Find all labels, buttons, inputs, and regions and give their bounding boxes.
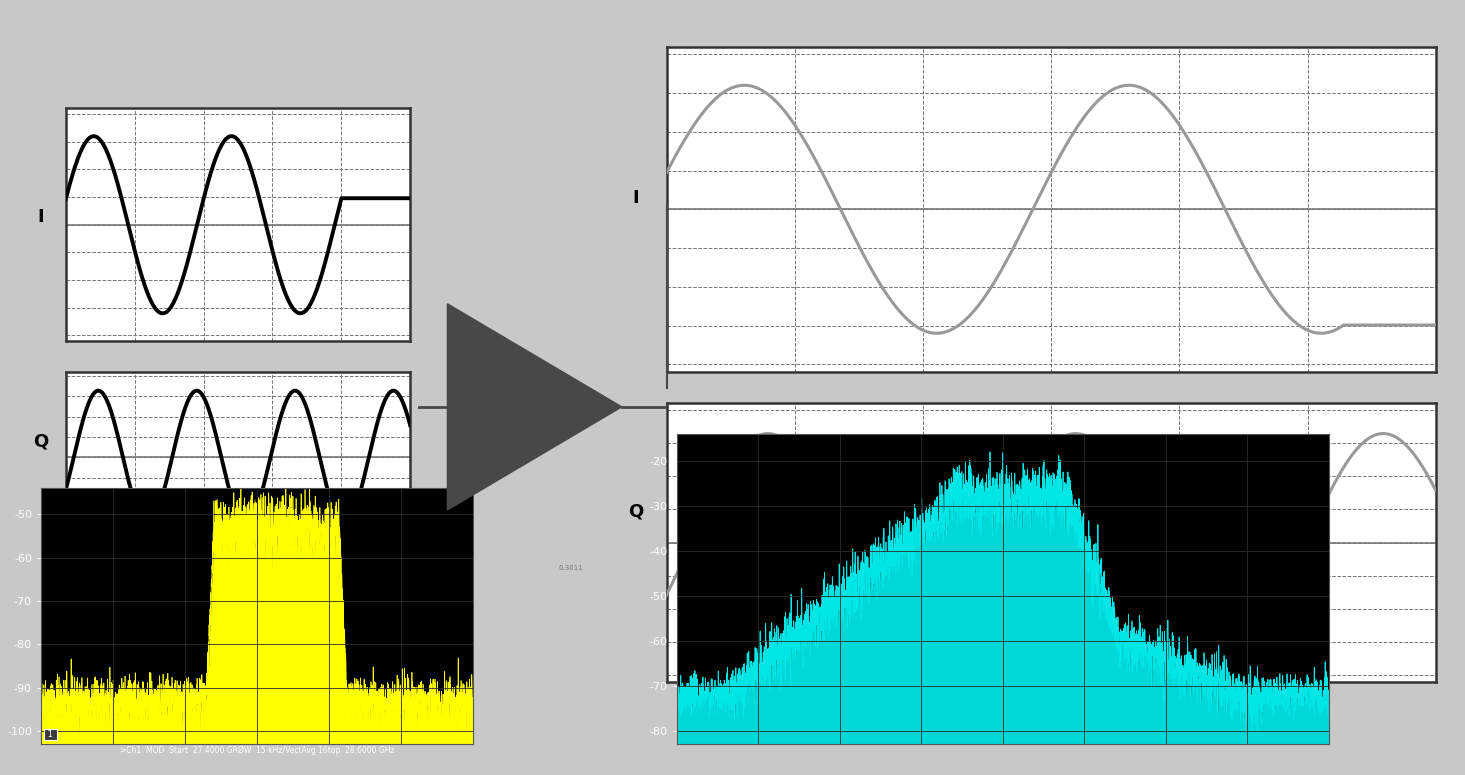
Text: I: I <box>633 188 639 207</box>
Polygon shape <box>447 304 621 510</box>
X-axis label: >Ch1: MOD  Start  27.4000 GRØW  15 kHz/VectAvg 16top  28.6000 GHz: >Ch1: MOD Start 27.4000 GRØW 15 kHz/Vect… <box>120 746 394 755</box>
Text: 1: 1 <box>45 730 56 739</box>
Text: 0.1000: 0.1000 <box>560 418 583 423</box>
Text: 0.3011: 0.3011 <box>560 565 583 570</box>
Text: Q: Q <box>628 502 643 521</box>
Text: I: I <box>38 208 44 226</box>
Text: Q: Q <box>34 432 48 451</box>
